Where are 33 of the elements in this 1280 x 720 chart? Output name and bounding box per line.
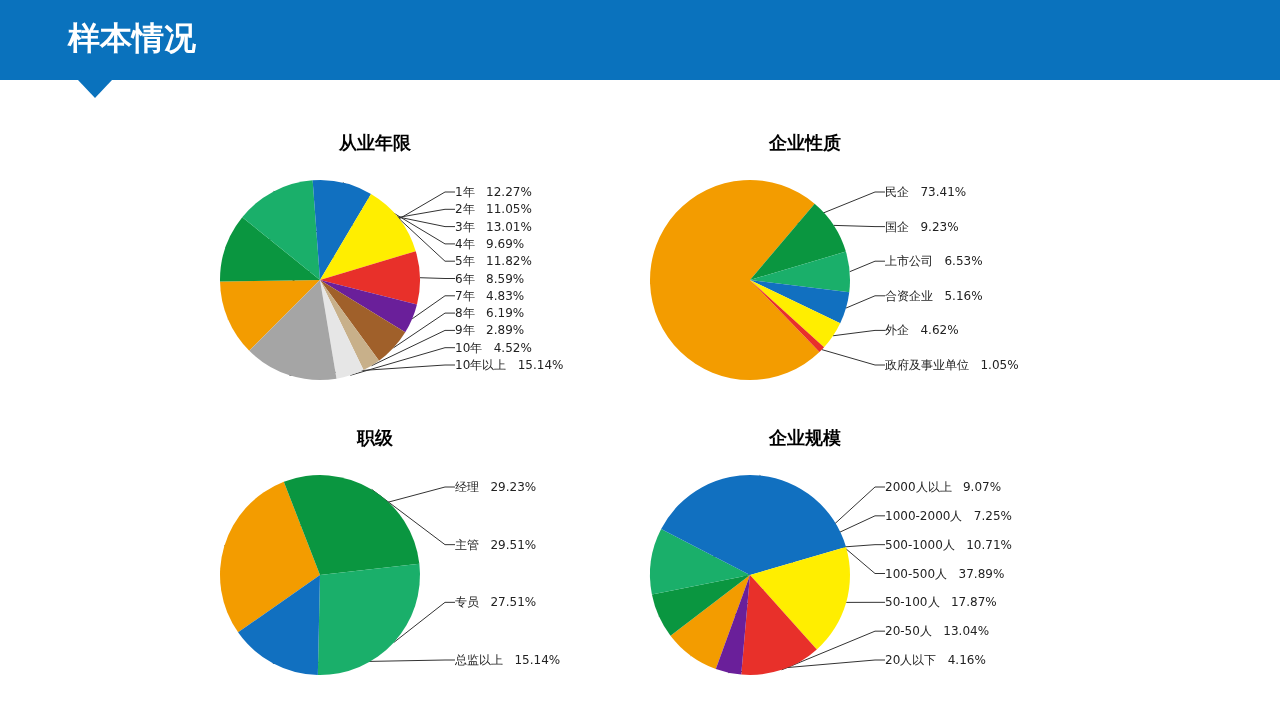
- slice-label: 主管 29.51%: [455, 537, 537, 552]
- slice-label: 500-1000人 10.71%: [885, 537, 1012, 552]
- slice-label: 政府及事业单位 1.05%: [885, 358, 1019, 372]
- slice-label: 10年 4.52%: [455, 340, 532, 355]
- slice-label: 5年 11.82%: [455, 254, 532, 269]
- slice-label: 总监以上 15.14%: [454, 653, 561, 667]
- slice-label: 9年 2.89%: [455, 323, 525, 338]
- slice-label: 4年 9.69%: [455, 236, 525, 251]
- slice-label: 10年以上 15.14%: [455, 358, 564, 372]
- slice-label: 2000人以上 9.07%: [885, 480, 1002, 494]
- slice-label: 3年 13.01%: [455, 219, 532, 234]
- slice-label: 合资企业 5.16%: [885, 288, 983, 303]
- slice-label: 100-500人 37.89%: [885, 566, 1005, 581]
- chart-title: 企业规模: [768, 426, 841, 448]
- chart-title: 企业性质: [768, 131, 841, 153]
- slice-label: 2年 11.05%: [455, 202, 532, 217]
- slice-label: 外企 4.62%: [885, 323, 959, 338]
- slice-label: 1年 12.27%: [455, 185, 532, 199]
- slice-label: 经理 29.23%: [455, 480, 537, 494]
- slice-label: 8年 6.19%: [455, 306, 525, 321]
- chart-title: 从业年限: [338, 131, 412, 153]
- slice-label: 上市公司 6.53%: [885, 254, 983, 269]
- slice-label: 专员 27.51%: [455, 595, 537, 610]
- slice-label: 20人以下 4.16%: [885, 653, 986, 667]
- slice-label: 6年 8.59%: [455, 271, 525, 286]
- chart-title: 职级: [356, 426, 394, 448]
- slice-label: 民企 73.41%: [885, 185, 967, 199]
- text: 样本情况: [68, 18, 196, 59]
- slice-label: 国企 9.23%: [885, 219, 959, 234]
- slice-label: 7年 4.83%: [455, 288, 525, 303]
- slice-label: 20-50人 13.04%: [885, 624, 990, 639]
- slice-label: 50-100人 17.87%: [885, 595, 997, 610]
- slice-label: 1000-2000人 7.25%: [885, 508, 1012, 523]
